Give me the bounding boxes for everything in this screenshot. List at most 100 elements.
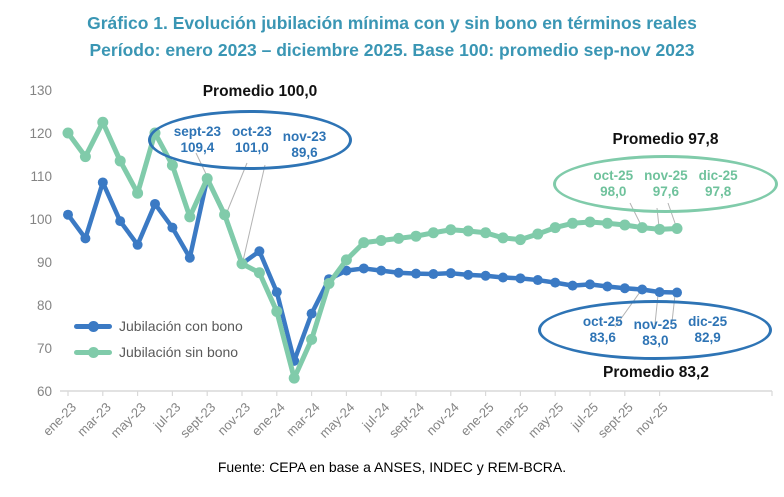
series-sin-bono-point <box>253 267 265 279</box>
series-sin-bono-point <box>219 209 231 221</box>
series-con-bono-point <box>654 287 665 298</box>
x-tick-label: sept-23 <box>177 400 218 441</box>
series-sin-bono-point <box>601 217 613 229</box>
series-con-bono-point <box>532 275 543 286</box>
series-con-bono-point <box>602 281 613 292</box>
x-tick-label: may-24 <box>316 400 357 441</box>
x-tick-label: ene-25 <box>457 400 496 439</box>
annotation-month: dic-25 <box>698 168 738 183</box>
series-con-bono-point <box>411 268 421 279</box>
series-sin-bono-point <box>323 278 335 289</box>
x-tick-label: sept-25 <box>595 400 636 441</box>
series-sin-bono-point <box>393 232 405 244</box>
series-sin-bono-point <box>79 151 91 163</box>
chart-area: 60 70 80 90 100 110 120 130 ene-23 mar-23 may-23 ju… <box>0 75 784 460</box>
annotation-title-promedio-83-2: Promedio 83,2 <box>603 364 709 381</box>
series-con-bono-point <box>341 265 352 276</box>
x-tick-label: nov-23 <box>214 400 253 439</box>
annotation-title-promedio-100: Promedio 100,0 <box>202 83 318 100</box>
series-sin-bono-point <box>114 155 126 167</box>
y-tick-label: 110 <box>30 169 52 184</box>
annotation-month: dic-25 <box>688 314 728 329</box>
series-sin-bono-point <box>549 222 561 234</box>
series-con-bono-point <box>132 239 143 250</box>
annotation-item: nov-25 83,0 <box>634 317 678 349</box>
annotation-value: 83,6 <box>589 330 616 345</box>
series-sin-bono-point <box>410 230 422 242</box>
series-con-bono-point <box>498 272 508 283</box>
series-con-bono-point <box>271 287 282 298</box>
annotation-ellipse-sin-bono-oct-dic-25: oct-25 98,0 nov-25 97,6 dic-25 97,8 <box>553 155 778 213</box>
series-sin-bono-point <box>375 235 387 246</box>
series-con-bono-point <box>480 270 491 281</box>
series-con-bono-point <box>550 277 561 288</box>
annotation-ellipse-con-bono-oct-dic-25: oct-25 83,6 nov-25 83,0 dic-25 82,9 <box>538 300 772 360</box>
legend-label-sin-bono: Jubilación sin bono <box>119 344 239 360</box>
series-sin-bono-point <box>166 159 178 171</box>
series-sin-bono-point <box>236 258 248 270</box>
series-con-bono-point <box>619 283 630 294</box>
series-sin-bono-point <box>132 187 144 199</box>
series-sin-bono-point <box>358 237 370 249</box>
annotation-month: nov-25 <box>644 168 688 183</box>
series-sin-bono-point <box>340 254 352 266</box>
chart-title-line2: Período: enero 2023 – diciembre 2025. Ba… <box>89 40 695 60</box>
series-sin-bono-point <box>427 227 439 239</box>
annotation-item: oct-25 83,6 <box>583 314 623 346</box>
series-sin-bono-point <box>532 228 544 240</box>
y-tick-label: 60 <box>37 384 52 399</box>
series-con-bono-point <box>80 233 91 244</box>
series-sin-bono-point <box>584 216 596 228</box>
series-con-bono-point <box>167 222 178 233</box>
annotation-item: oct-23 101,0 <box>232 124 272 156</box>
legend-label-con-bono: Jubilación con bono <box>119 318 243 334</box>
series-sin-bono-point <box>445 224 457 236</box>
series-con-bono-point <box>184 252 195 263</box>
x-tick-label: may-25 <box>525 400 566 441</box>
series-sin-bono <box>62 116 683 384</box>
legend-line-sin-bono-icon <box>74 346 112 358</box>
annotation-value: 101,0 <box>234 140 269 155</box>
x-tick-label: nov-24 <box>423 400 462 439</box>
y-axis-labels: 60 70 80 90 100 110 120 130 <box>29 83 52 399</box>
series-sin-bono-point <box>201 173 213 185</box>
y-tick-label: 70 <box>37 341 52 356</box>
annotation-value: 83,0 <box>642 333 669 348</box>
series-sin-bono-point <box>62 127 74 139</box>
series-sin-bono-point <box>97 116 109 128</box>
annotation-item: dic-25 82,9 <box>688 314 727 346</box>
series-sin-bono-point <box>567 217 579 229</box>
series-con-bono-point <box>428 269 439 280</box>
series-sin-bono-point <box>480 227 492 239</box>
annotation-item: sept-23 109,4 <box>174 124 221 156</box>
series-sin-bono-point <box>671 222 683 234</box>
series-con-bono-point <box>445 268 456 279</box>
annotation-value: 97,8 <box>705 184 732 199</box>
x-tick-label: ene-23 <box>40 400 79 439</box>
series-sin-bono-point <box>462 225 474 237</box>
series-sin-bono-point <box>184 211 196 223</box>
series-con-bono-point <box>376 265 387 276</box>
x-tick-label: mar-24 <box>283 400 323 440</box>
series-con-bono-point <box>637 284 648 295</box>
annotation-month: oct-23 <box>232 124 272 139</box>
series-sin-bono-point <box>514 234 526 246</box>
source-caption: Fuente: CEPA en base a ANSES, INDEC y RE… <box>217 459 567 475</box>
x-axis <box>60 390 773 396</box>
chart-title: Gráfico 1. Evolución jubilación mínima c… <box>0 10 784 64</box>
series-sin-bono-point <box>288 372 300 384</box>
legend-line-con-bono-icon <box>74 320 112 332</box>
series-con-bono-point <box>515 273 526 284</box>
annotation-item: dic-25 97,8 <box>699 168 738 200</box>
series-con-bono-point <box>393 267 404 278</box>
annotation-value: 97,6 <box>652 184 679 199</box>
annotation-item: nov-23 89,6 <box>283 129 327 161</box>
x-tick-label: sept-24 <box>386 400 427 441</box>
series-con-bono-point <box>63 209 73 220</box>
series-con-bono-point <box>97 177 108 188</box>
y-tick-label: 80 <box>37 298 52 313</box>
series-con-bono-point <box>463 269 474 280</box>
